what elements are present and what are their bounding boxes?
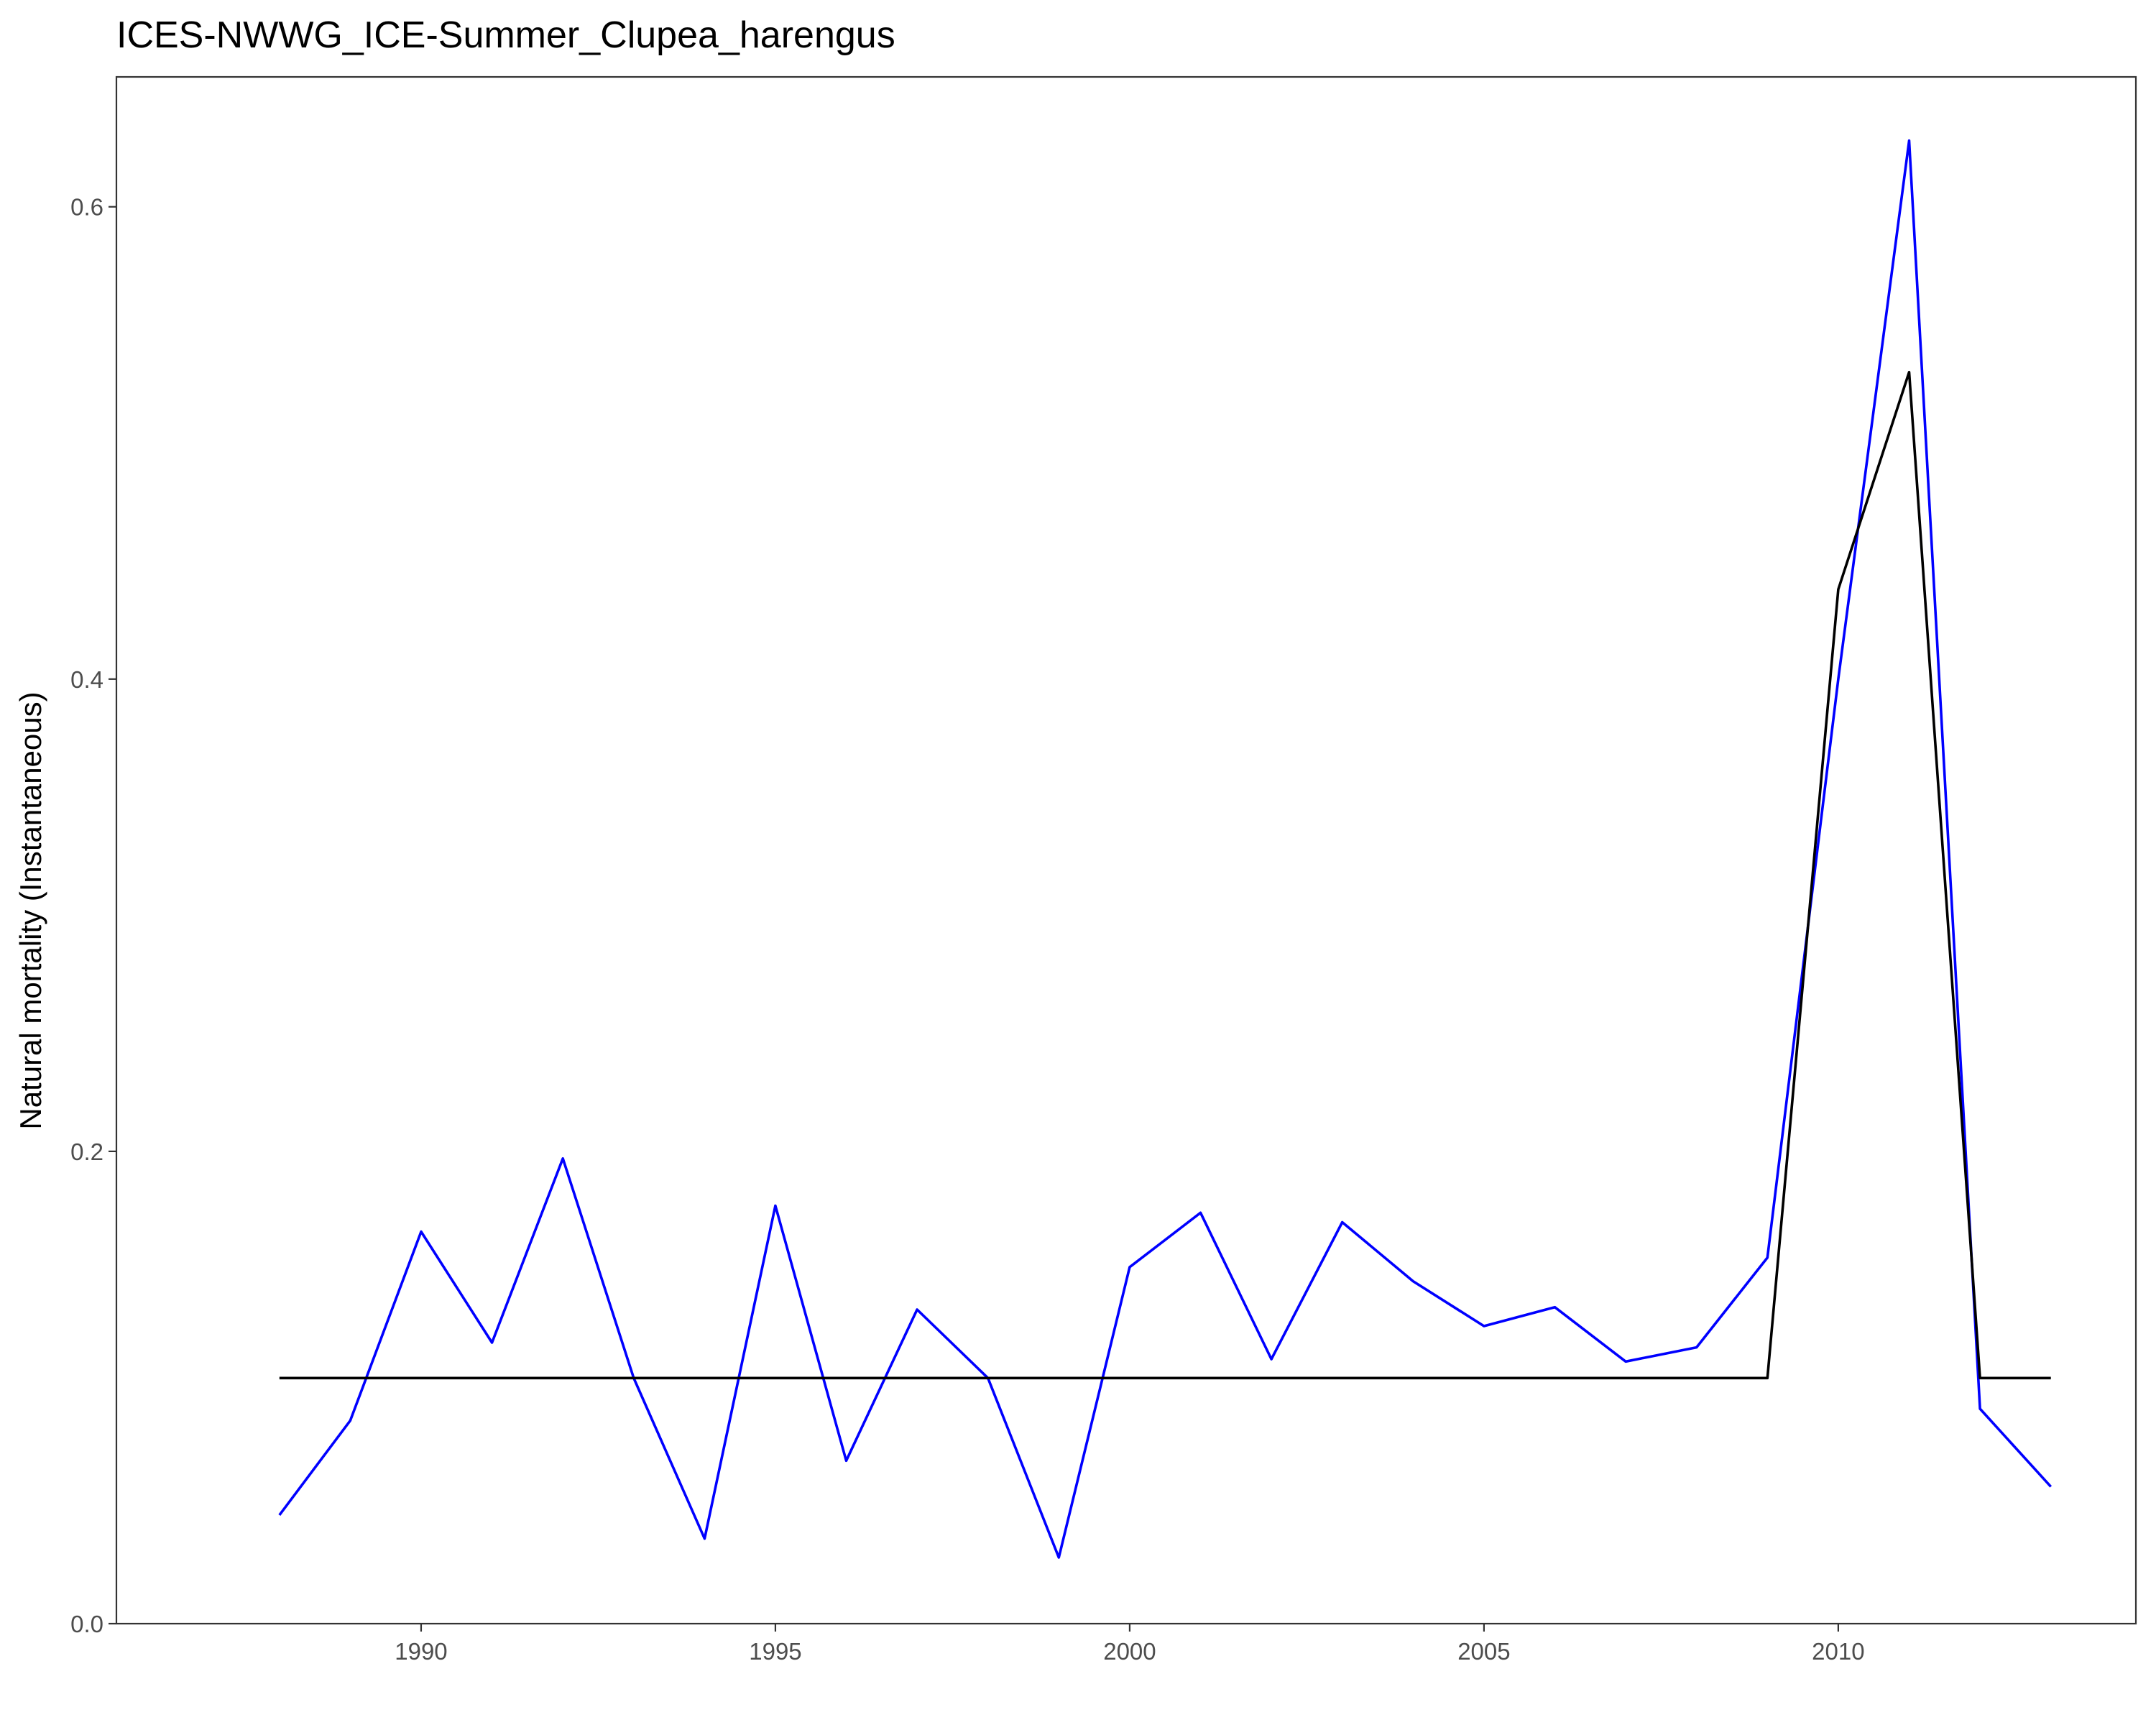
series-line-2 bbox=[279, 370, 2051, 1380]
chart-title: ICES-NWWG_ICE-Summer_Clupea_harengus bbox=[116, 14, 895, 56]
y-axis: 0.0 0.2 0.4 0.6 bbox=[70, 194, 116, 1637]
series-line-1 bbox=[278, 139, 2053, 1559]
y-tick-label: 0.6 bbox=[70, 194, 103, 221]
x-axis: 1990 1995 2000 2005 2010 bbox=[395, 1624, 1865, 1665]
x-tick-label: 1995 bbox=[749, 1638, 801, 1665]
y-axis-title: Natural mortality (Instantaneous) bbox=[14, 691, 47, 1129]
x-tick-label: 1990 bbox=[395, 1638, 447, 1665]
y-tick-label: 0.2 bbox=[70, 1138, 103, 1165]
plot-panel-border bbox=[115, 75, 2137, 1625]
x-tick-label: 2010 bbox=[1812, 1638, 1864, 1665]
series-layer bbox=[278, 139, 2053, 1559]
y-tick-label: 0.0 bbox=[70, 1611, 103, 1637]
y-tick-label: 0.4 bbox=[70, 666, 103, 693]
x-tick-label: 2000 bbox=[1103, 1638, 1156, 1665]
x-tick-label: 2005 bbox=[1457, 1638, 1510, 1665]
